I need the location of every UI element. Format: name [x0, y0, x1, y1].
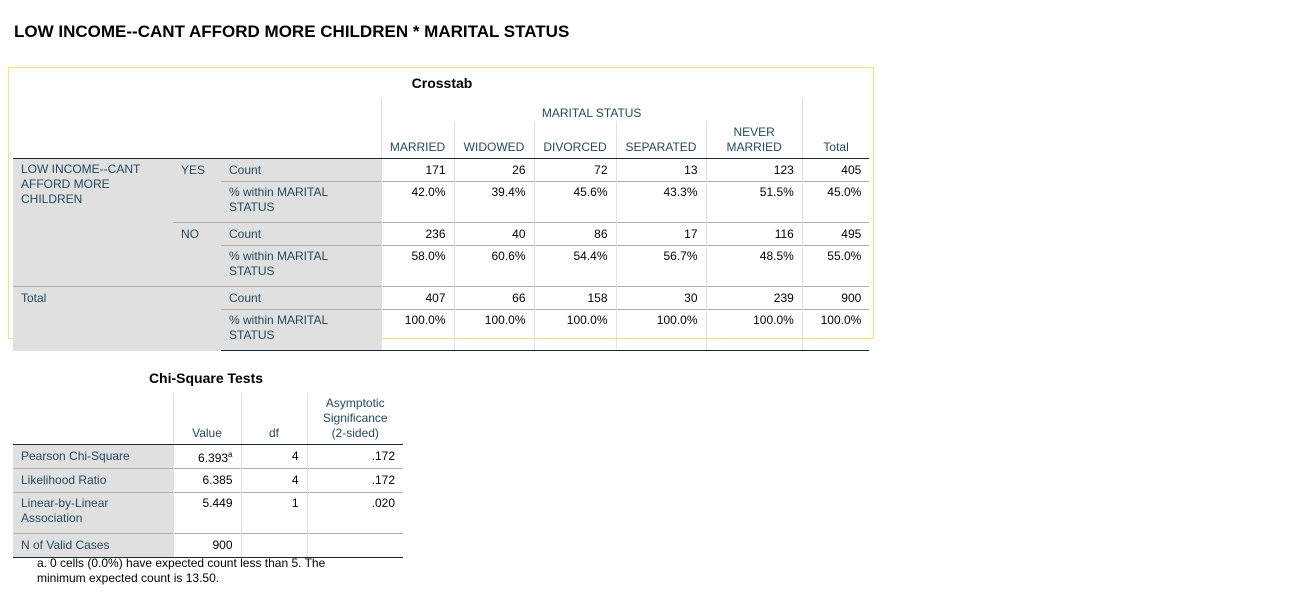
table-cell: 51.5% [705, 181, 803, 223]
table-cell: 5.449 [172, 492, 241, 534]
table-cell: 171 [380, 158, 454, 182]
column-header-married: MARRIED [380, 121, 454, 159]
column-header-widowed: WIDOWED [453, 121, 534, 159]
row-variable-label: LOW INCOME--CANT AFFORD MORE CHILDREN [13, 158, 173, 287]
table-cell: .172 [306, 468, 403, 493]
table-cell: 66 [453, 286, 534, 310]
column-header-value: Value [172, 393, 241, 445]
table-cell: 26 [453, 158, 534, 182]
stat-label-count: Count [221, 286, 381, 310]
column-header-divorced: DIVORCED [533, 121, 616, 159]
table-cell: 13 [615, 158, 706, 182]
table-cell: 30 [615, 286, 706, 310]
column-variable-header: MARITAL STATUS [380, 99, 803, 121]
table-cell: 60.6% [453, 245, 534, 287]
row-category-yes: YES [173, 158, 221, 223]
table-cell [240, 533, 307, 558]
table-cell: 100.0% [533, 309, 616, 351]
table-cell: 40 [453, 222, 534, 246]
stat-label-percent: % within MARITAL STATUS [221, 309, 381, 351]
table-cell: 6.393a [172, 444, 241, 469]
column-header-total: Total [801, 121, 870, 159]
table-cell: 39.4% [453, 181, 534, 223]
table-footnote: a. 0 cells (0.0%) have expected count les… [37, 556, 357, 586]
table-cell: 239 [705, 286, 803, 310]
row-label-pearson: Pearson Chi-Square [13, 444, 173, 469]
table-cell: 42.0% [380, 181, 454, 223]
crosstab-table-frame[interactable]: Crosstab MARITAL STATUS MARRIED WIDOWED … [8, 67, 874, 351]
footnote-marker: a [228, 450, 233, 459]
table-cell: 100.0% [615, 309, 706, 351]
table-cell: 56.7% [615, 245, 706, 287]
table-cell: 405 [801, 158, 870, 182]
table-cell: 54.4% [533, 245, 616, 287]
column-header-significance: Asymptotic Significance (2-sided) [306, 393, 403, 445]
table-cell: 1 [240, 492, 307, 534]
chi-square-table[interactable]: Value df Asymptotic Significance (2-side… [13, 393, 403, 558]
stat-label-percent: % within MARITAL STATUS [221, 181, 381, 223]
table-cell: 45.6% [533, 181, 616, 223]
table-cell: 58.0% [380, 245, 454, 287]
row-label-valid-cases: N of Valid Cases [13, 533, 173, 558]
table-cell: 100.0% [705, 309, 803, 351]
table-cell: 6.385 [172, 468, 241, 493]
page-title: LOW INCOME--CANT AFFORD MORE CHILDREN * … [14, 22, 570, 41]
footnote-text: 0 cells (0.0%) have expected count less … [37, 556, 326, 585]
stat-label-count: Count [221, 158, 381, 182]
table-cell: 100.0% [801, 309, 870, 351]
table-cell: 4 [240, 444, 307, 469]
row-category-no: NO [173, 222, 221, 287]
table-cell: 123 [705, 158, 803, 182]
row-label-linear: Linear-by-Linear Association [13, 492, 173, 534]
crosstab-caption: Crosstab [411, 75, 473, 91]
table-cell: 86 [533, 222, 616, 246]
table-cell: 55.0% [801, 245, 870, 287]
table-cell: 72 [533, 158, 616, 182]
table-cell: 158 [533, 286, 616, 310]
row-total-label: Total [13, 286, 221, 351]
table-cell: 900 [801, 286, 870, 310]
table-cell: .172 [306, 444, 403, 469]
table-cell: 100.0% [380, 309, 454, 351]
table-cell: 45.0% [801, 181, 870, 223]
column-header-separated: SEPARATED [615, 121, 706, 159]
footnote-mark: a. [37, 556, 48, 570]
row-label-likelihood: Likelihood Ratio [13, 468, 173, 493]
table-cell: 17 [615, 222, 706, 246]
table-cell: 236 [380, 222, 454, 246]
table-cell: 407 [380, 286, 454, 310]
table-cell: 495 [801, 222, 870, 246]
table-cell: 100.0% [453, 309, 534, 351]
chi-square-caption: Chi-Square Tests [148, 370, 264, 386]
crosstab-table: MARITAL STATUS MARRIED WIDOWED DIVORCED … [13, 99, 870, 351]
table-cell: 900 [172, 533, 241, 558]
table-cell: 116 [705, 222, 803, 246]
table-cell: 48.5% [705, 245, 803, 287]
table-cell: .020 [306, 492, 403, 534]
column-header-never-married: NEVER MARRIED [705, 121, 803, 159]
column-header-df: df [240, 393, 307, 445]
table-cell: 4 [240, 468, 307, 493]
table-cell: 43.3% [615, 181, 706, 223]
table-cell [306, 533, 403, 558]
stat-label-count: Count [221, 222, 381, 246]
stat-label-percent: % within MARITAL STATUS [221, 245, 381, 287]
